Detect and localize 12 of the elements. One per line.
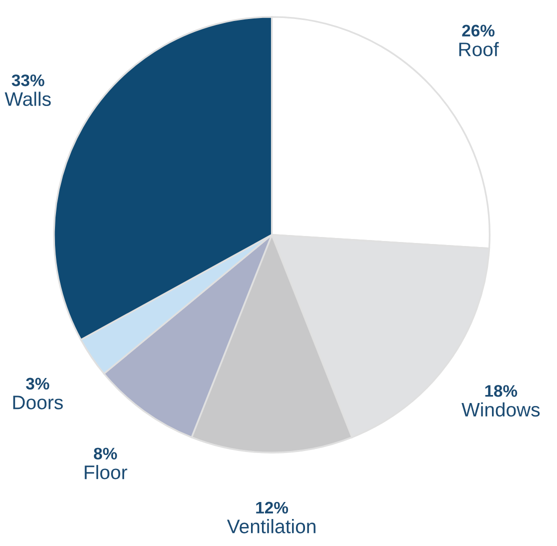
data-label: 18% [485,385,518,397]
slice-label: Ventilation [227,519,316,534]
slice-label: Floor [84,464,128,480]
data-label: 8% [94,448,117,460]
data-label: 12% [256,502,288,514]
slice-label: Walls [4,92,51,106]
data-label: 33% [12,74,44,86]
slice-label: Doors [13,396,63,410]
data-label: 3% [26,378,50,390]
slice-label: Windows [462,402,540,417]
data-label: 26% [462,24,494,37]
slice-label: Roof [459,42,499,56]
